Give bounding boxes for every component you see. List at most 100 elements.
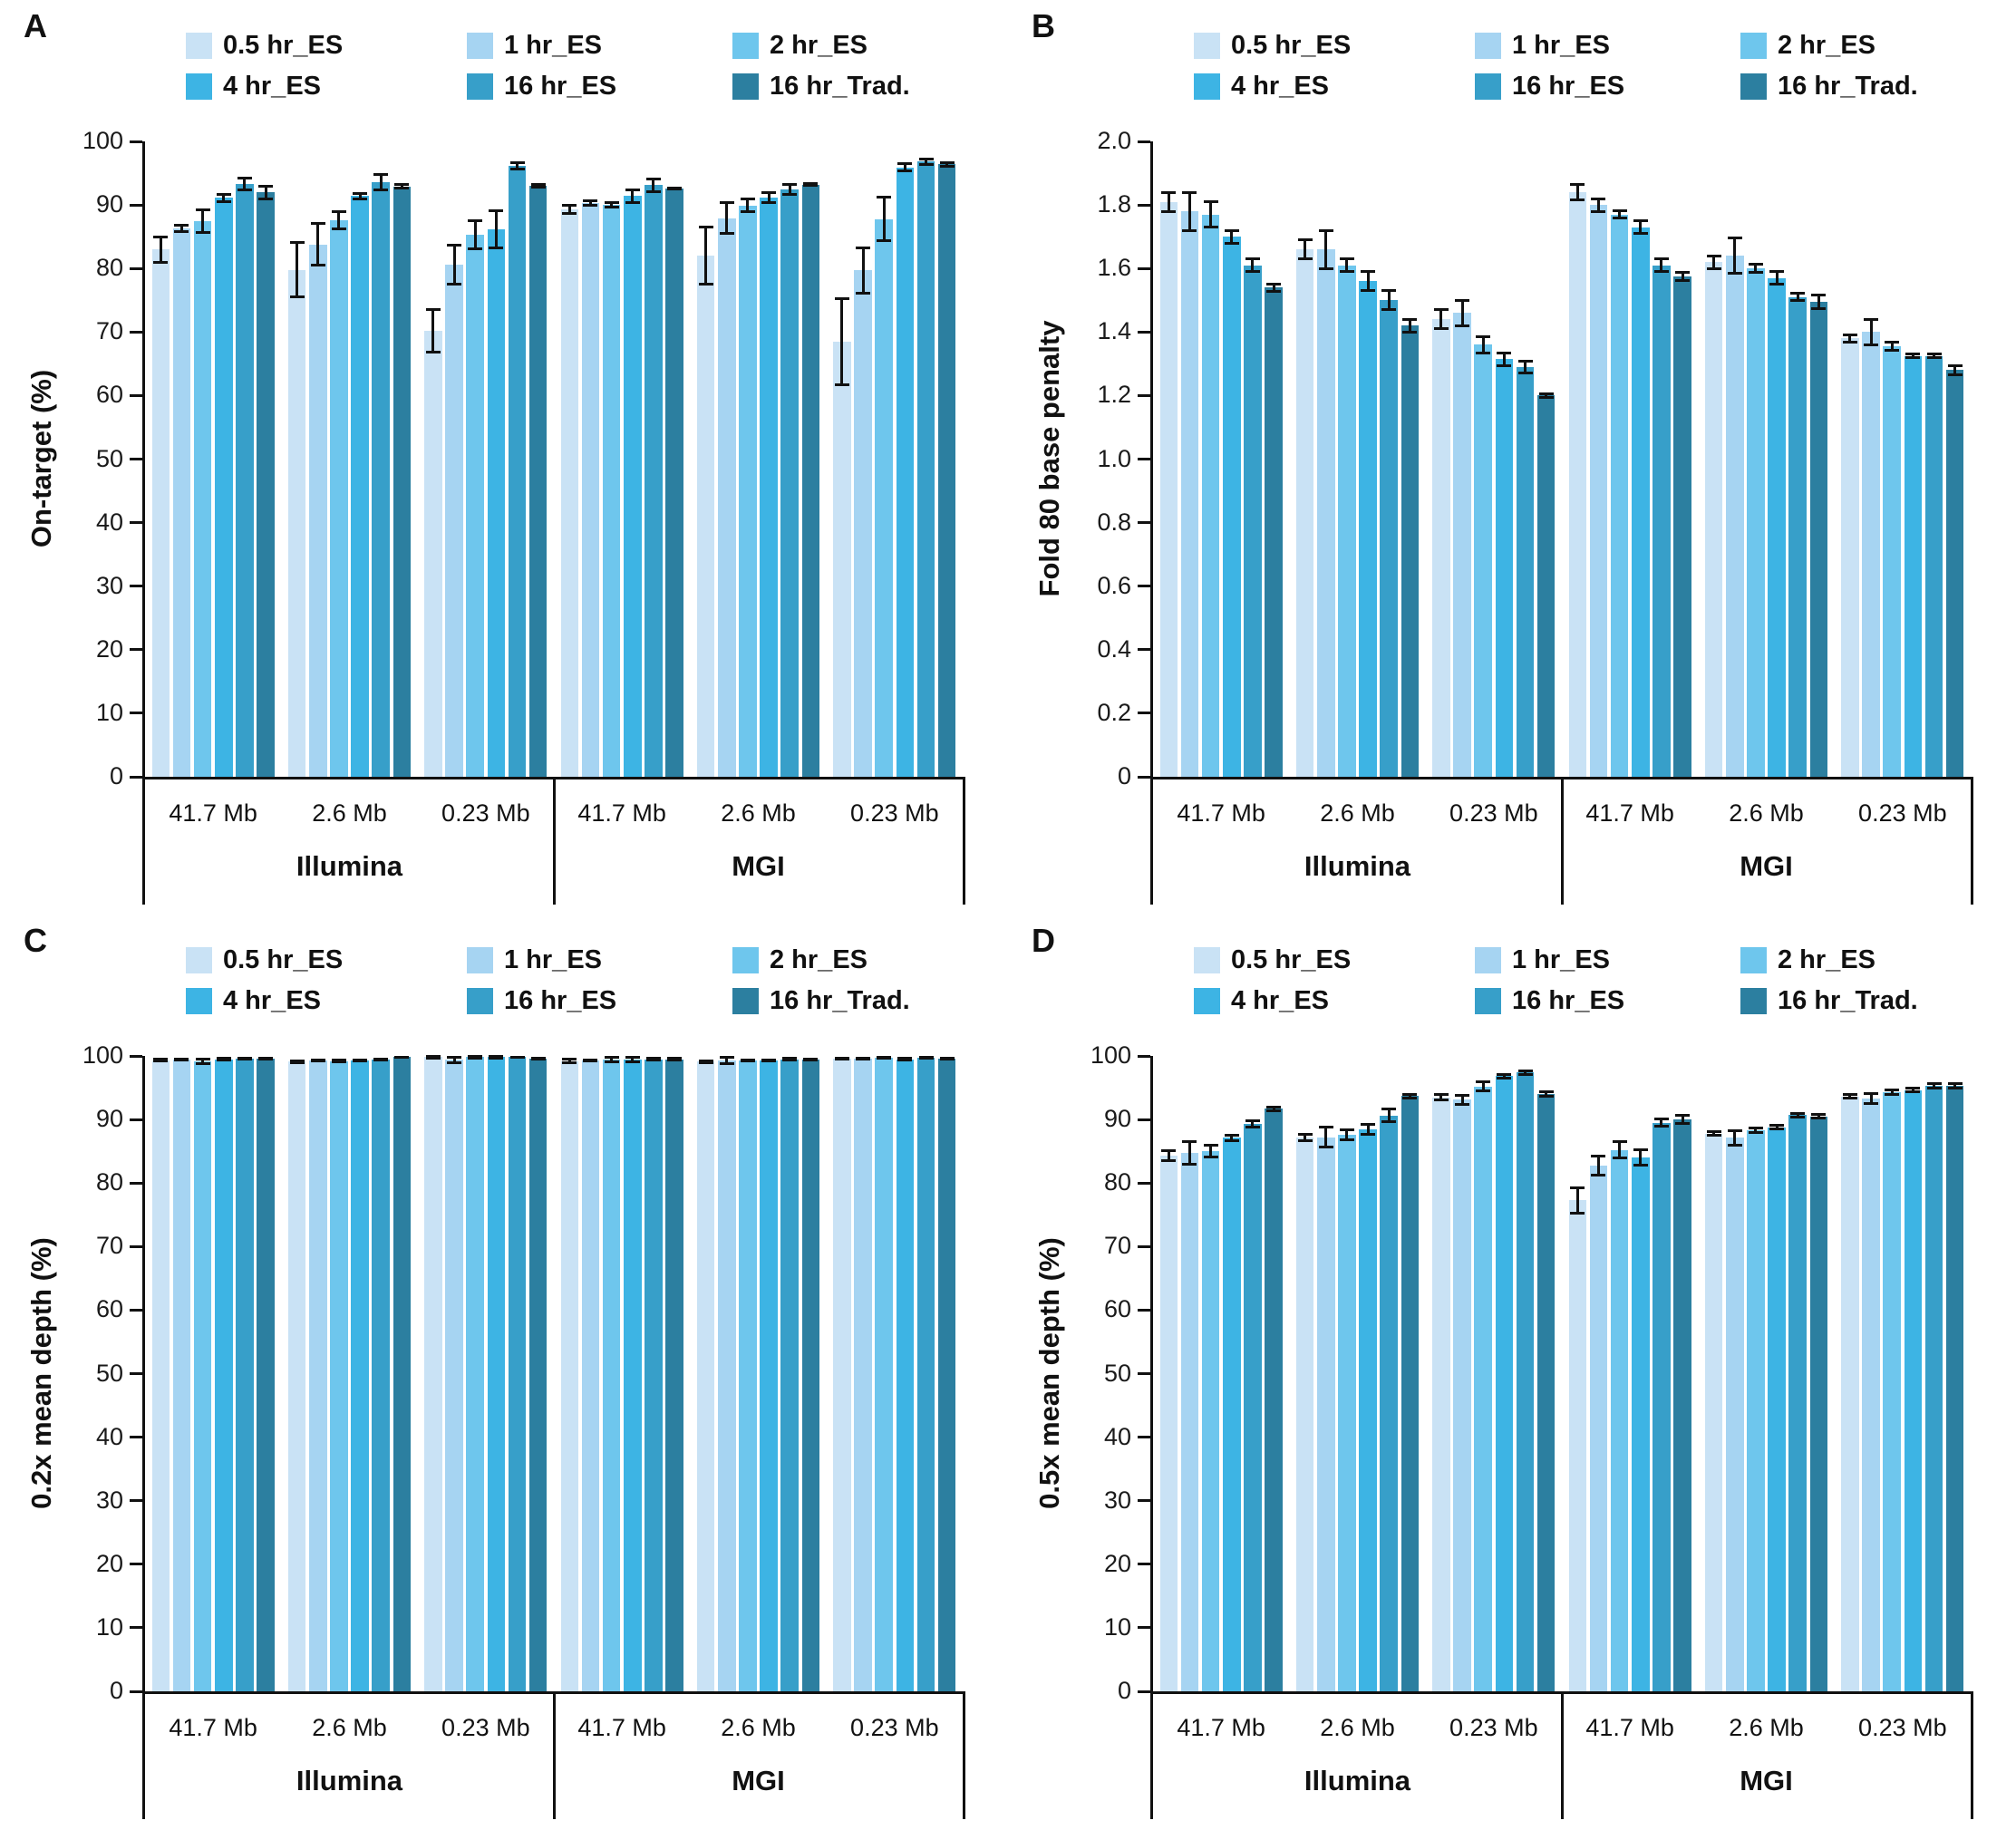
error-bar-cap [1926,1086,1942,1089]
bar [287,1061,306,1691]
error-bar [567,205,571,214]
bar [257,1058,275,1691]
y-axis-tick-label: 20 [95,634,123,663]
panel-letter: B [1032,7,1055,44]
error-bar-cap [1591,1154,1606,1157]
error-bar-cap [1591,209,1606,213]
error-bar-cap [645,189,661,193]
bar [1474,1086,1493,1691]
error-bar [1933,353,1936,358]
error-bar [1890,342,1894,351]
error-bar-cap [583,1060,598,1063]
error-bar-cap [740,198,755,201]
legend-item: 4 hr_ES [186,986,321,1016]
bar [696,1061,715,1691]
error-bar-cap [1612,208,1627,212]
error-bar [1775,271,1779,285]
error-bar [1408,1094,1411,1099]
x-group-platform-label: Illumina [1304,850,1411,882]
bar [1265,1109,1283,1691]
y-axis-tick [130,1054,142,1058]
group-divider [552,779,556,905]
bar [916,161,935,777]
bar [193,221,212,777]
legend-swatch-icon [732,33,759,59]
error-bar [1953,1083,1957,1089]
y-axis-tick-label: 0.4 [1097,634,1131,663]
error-bar [1545,393,1548,398]
error-bar [316,223,320,266]
panel-c: C 0.5 hr_ES 1 hr_ES 2 hr_ES 4 hr_ES 16 hr_ES… [0,915,1008,1829]
error-bar-cap [625,188,640,191]
error-bar-cap [1318,228,1333,232]
error-bar [201,1059,205,1064]
y-axis-tick-label: 10 [95,698,123,726]
error-bar-cap [489,1056,504,1060]
bar [1516,1072,1535,1691]
error-bar-cap [1517,371,1533,374]
bar [1904,355,1923,777]
x-group-platform-label: Illumina [296,850,403,882]
error-bar-cap [761,200,777,204]
y-axis-tick [1138,203,1150,207]
error-bar [1366,1124,1370,1135]
error-bar-cap [1905,1090,1921,1094]
error-bar-cap [645,177,661,180]
error-bar [1953,365,1957,375]
error-bar-cap [1748,1126,1763,1129]
bar [645,1059,663,1691]
bar [801,1060,820,1691]
bar [172,228,191,777]
error-bar-cap [604,205,619,208]
error-bar-cap [719,201,734,205]
bar [1380,300,1398,777]
legend-label: 2 hr_ES [770,945,867,974]
bar [560,209,579,777]
error-bar-cap [310,1060,325,1063]
error-bar-cap [1675,271,1690,275]
bar [1244,265,1262,777]
x-axis-group-box: 41.7 Mb 2.6 Mb 0.23 Mb 41.7 Mb 2.6 Mb 0.23 Mb… [1150,1694,1973,1819]
x-group-size-label: 0.23 Mb [1449,799,1538,827]
error-bar [1439,1094,1443,1100]
error-bar-cap [877,1057,892,1060]
error-bar [1660,258,1663,272]
x-group-size-label: 0.23 Mb [1449,1714,1538,1741]
y-axis-tick-label: 1.0 [1097,444,1131,472]
y-axis-tick-label: 20 [1103,1549,1131,1577]
error-bar-cap [447,1055,462,1059]
x-group-size-label: 0.23 Mb [1858,1714,1947,1741]
legend-swatch-icon [1475,988,1501,1014]
error-bar [1167,1150,1170,1161]
bar [372,181,390,777]
legend-label: 4 hr_ES [223,986,321,1015]
y-axis-tick [1138,521,1150,525]
legend-item: 4 hr_ES [186,72,321,102]
error-bar-cap [1538,392,1554,396]
legend-item: 16 hr_ES [1475,986,1624,1016]
error-bar-cap [897,162,913,166]
y-axis-tick-label: 80 [1103,1168,1131,1196]
error-bar [1733,237,1737,274]
y-axis-tick [1138,1181,1150,1185]
x-axis-line [1150,777,1973,779]
legend-swatch-icon [1475,73,1501,100]
error-bar-cap [1318,1146,1333,1149]
error-bar-cap [1517,360,1533,363]
error-bar-cap [258,184,273,188]
error-bar-cap [1318,1126,1333,1128]
error-bar-cap [153,1058,169,1061]
panel-letter: D [1032,922,1055,959]
error-bar-cap [1517,1072,1533,1076]
error-bar-cap [698,283,713,286]
y-axis-tick-label: 0 [109,1677,123,1704]
x-axis-line [142,777,965,779]
bar [1495,359,1514,777]
error-bar-cap [667,188,682,191]
legend-item: 0.5 hr_ES [186,945,343,975]
error-bar-cap [289,1060,305,1064]
bar [466,1057,485,1691]
error-bar-cap [1161,1148,1177,1152]
x-group-platform-label: Illumina [296,1765,403,1796]
legend: 0.5 hr_ES 1 hr_ES 2 hr_ES 4 hr_ES 16 hr_ES 16… [1008,915,2016,1032]
